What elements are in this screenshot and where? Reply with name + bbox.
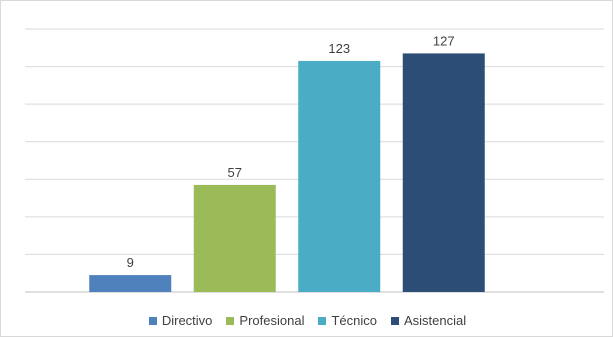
data-label: 123 [328, 41, 350, 56]
legend-label: Profesional [239, 313, 305, 328]
legend-item-tecnico: Técnico [318, 313, 377, 328]
legend-item-directivo: Directivo [148, 313, 213, 328]
data-label: 127 [433, 33, 455, 48]
legend: Directivo Profesional Técnico Asistencia… [1, 313, 613, 328]
data-label: 9 [127, 255, 134, 270]
bar-directivo [89, 275, 172, 292]
data-label: 57 [228, 165, 242, 180]
legend-label: Técnico [331, 313, 377, 328]
legend-item-profesional: Profesional [226, 313, 304, 328]
legend-swatch [148, 316, 157, 325]
legend-item-asistencial: Asistencial [391, 313, 466, 328]
bar-asistencial [402, 53, 485, 292]
bar-técnico [298, 60, 381, 292]
legend-label: Directivo [161, 313, 213, 328]
legend-label: Asistencial [404, 313, 467, 328]
bar-profesional [193, 184, 276, 292]
legend-swatch [318, 316, 327, 325]
legend-swatch [391, 316, 399, 325]
legend-swatch [226, 316, 235, 325]
